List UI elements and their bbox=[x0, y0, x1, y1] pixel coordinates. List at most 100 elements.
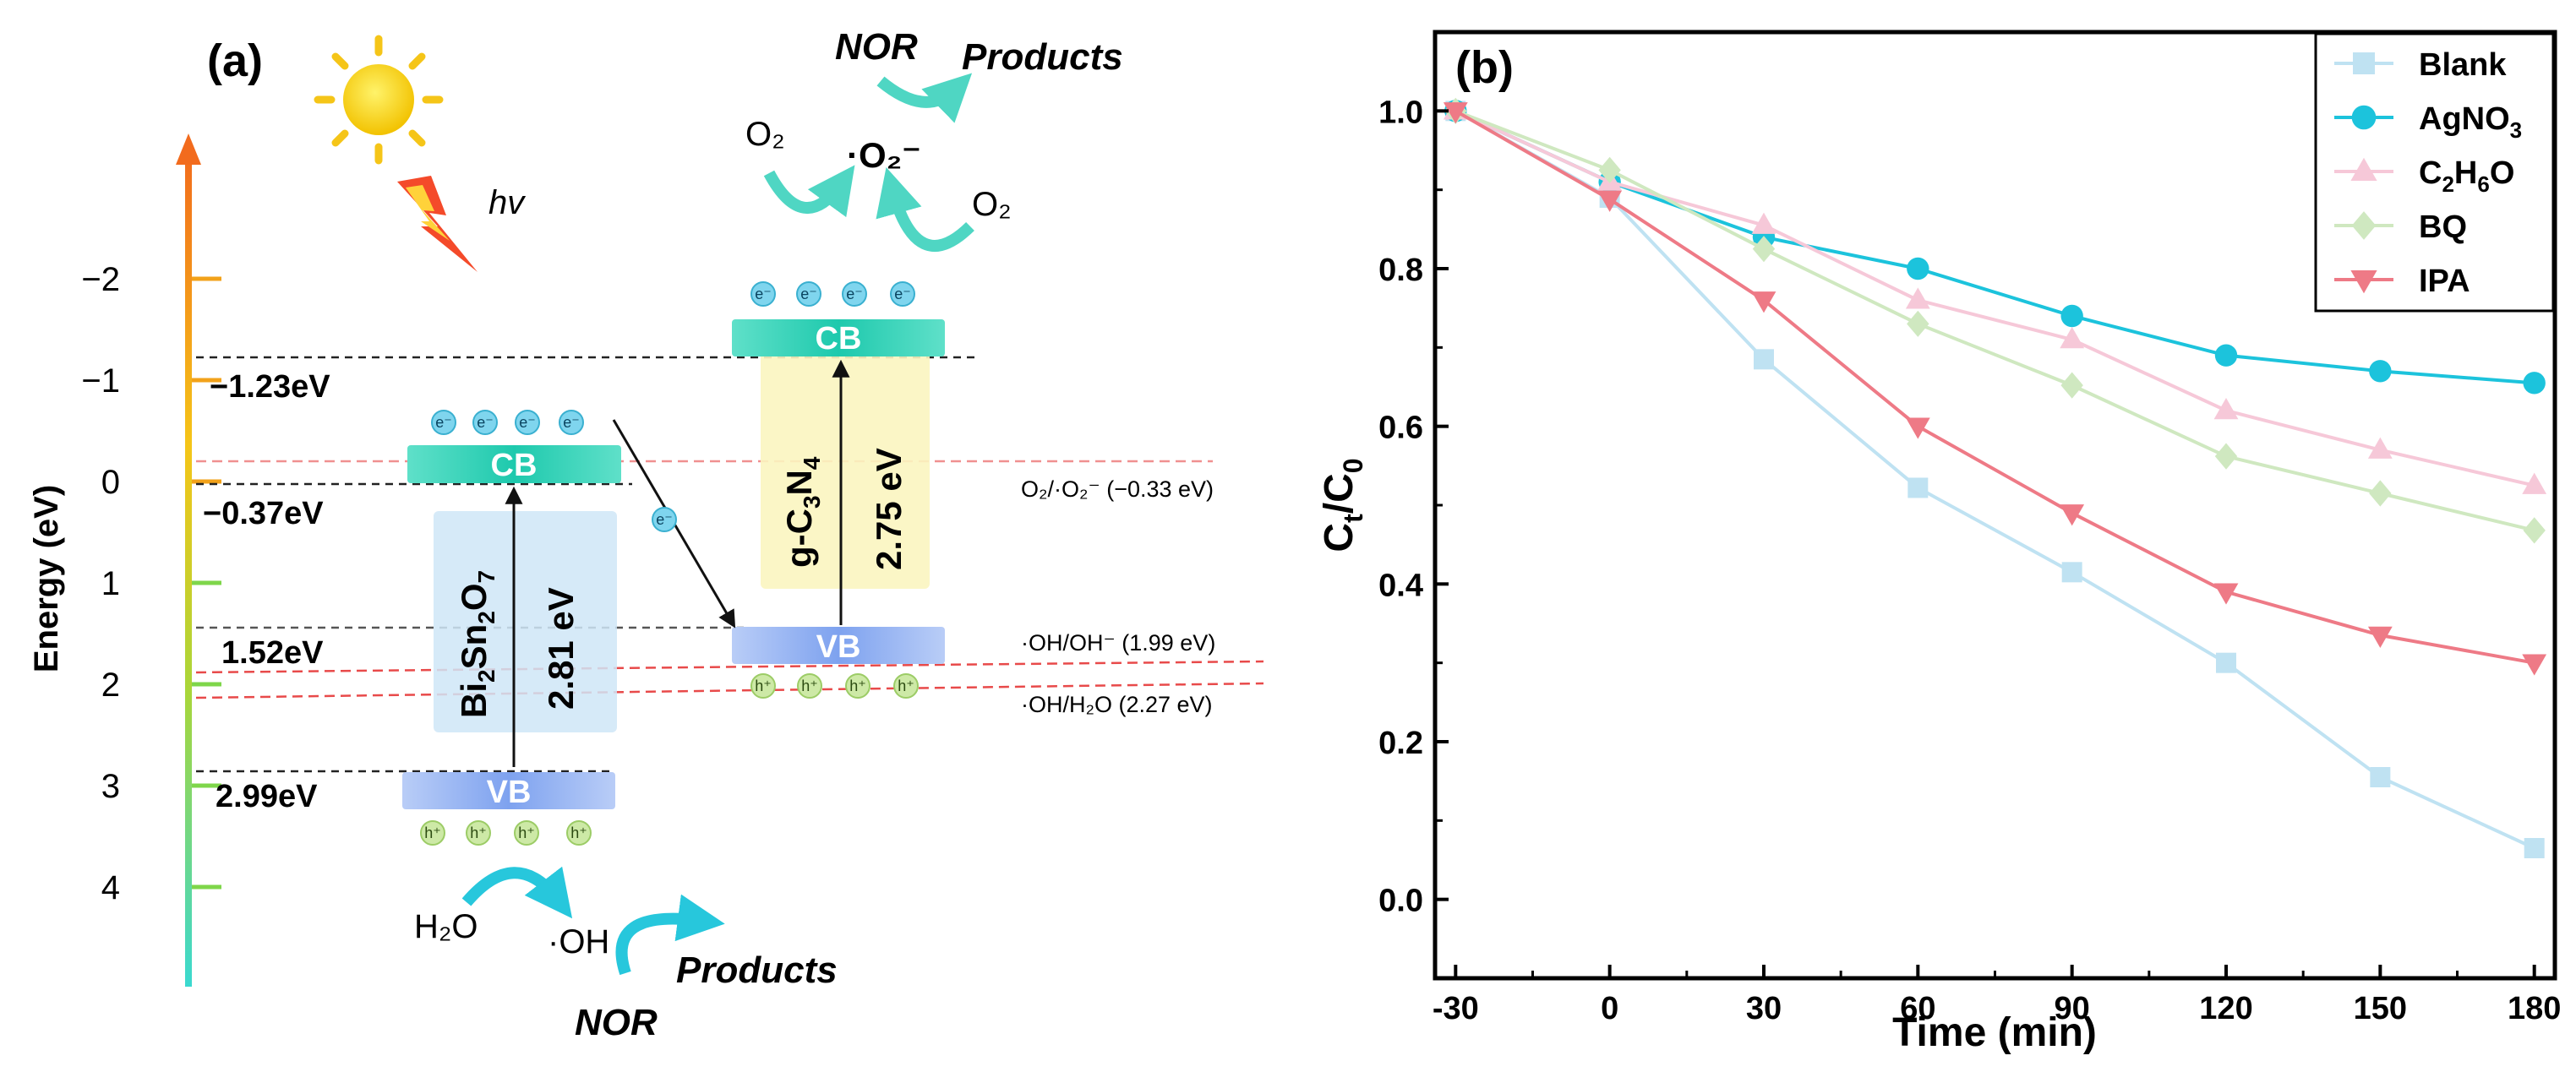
o2-left-label: O₂ bbox=[745, 116, 785, 153]
hole bbox=[420, 820, 445, 846]
o2-right-curved-arrow-icon bbox=[876, 167, 974, 252]
gcn-label-box bbox=[761, 348, 930, 589]
electron-label: e⁻ bbox=[846, 286, 863, 302]
series-line-agno3 bbox=[1454, 109, 2535, 385]
hole bbox=[750, 673, 776, 699]
y-tick-label: 0.4 bbox=[1378, 568, 1423, 603]
data-point-ipa bbox=[1597, 190, 1623, 212]
electron-label: e⁻ bbox=[894, 286, 911, 302]
energy-tick-label: 2 bbox=[101, 667, 120, 704]
gcn-holes: h⁺ h⁺ h⁺ h⁺ bbox=[750, 673, 919, 699]
electron bbox=[559, 410, 584, 435]
data-point-c2h6o bbox=[2060, 327, 2085, 349]
bi-holes: h⁺ h⁺ h⁺ h⁺ bbox=[420, 820, 592, 846]
electron-label: e⁻ bbox=[755, 286, 772, 302]
bottom-products-label: Products bbox=[676, 950, 838, 991]
x-tick-label: 60 bbox=[1900, 991, 1935, 1026]
bi-vb-label: VB bbox=[487, 775, 532, 810]
y-tick-label: 0.2 bbox=[1378, 726, 1423, 761]
energy-tick-label: 0 bbox=[101, 464, 120, 501]
data-point-blank bbox=[2524, 838, 2545, 858]
data-point-blank bbox=[2216, 652, 2237, 673]
top-products-label: Products bbox=[962, 36, 1123, 78]
electron-label: e⁻ bbox=[435, 414, 452, 431]
bi-cb-label: CB bbox=[491, 448, 538, 483]
data-point-bq bbox=[2523, 517, 2546, 544]
data-point-c2h6o bbox=[1751, 212, 1776, 234]
o2-redox-label: O₂/·O₂⁻ (−0.33 eV) bbox=[1021, 476, 1214, 502]
hole bbox=[514, 820, 539, 846]
plot-area bbox=[1443, 97, 2547, 858]
gcn-cb-label: CB bbox=[816, 321, 862, 356]
transfer-electron bbox=[652, 507, 677, 532]
panel-b: (b) 0.0 0.2 0.4 0.6 0.8 1.0 -30 0 30 60 90 120 150 1… bbox=[1317, 30, 2561, 1055]
hole bbox=[893, 673, 919, 699]
gcn-cb-band bbox=[732, 319, 945, 356]
y-tick-label: 0.0 bbox=[1378, 884, 1423, 919]
series-line-bq bbox=[1454, 109, 2535, 532]
data-point-ipa bbox=[1751, 291, 1776, 313]
data-point-bq bbox=[2369, 480, 2392, 507]
lightning-icon bbox=[397, 176, 478, 272]
panel-a-label: (a) bbox=[207, 35, 263, 86]
data-point-ipa bbox=[1905, 417, 1930, 439]
x-tick-label: 150 bbox=[2354, 991, 2407, 1026]
series-bq bbox=[1444, 97, 2546, 544]
electron bbox=[796, 281, 821, 307]
hole-label: h⁺ bbox=[755, 677, 772, 694]
legend-item-bq: BQ bbox=[2334, 210, 2467, 245]
legend-marker bbox=[2351, 211, 2377, 240]
y-tick-label: 1.0 bbox=[1378, 95, 1423, 130]
hole-label: h⁺ bbox=[570, 824, 587, 841]
data-point-blank bbox=[1907, 477, 1929, 498]
series-line-blank bbox=[1454, 109, 2535, 850]
sun-icon bbox=[314, 35, 444, 165]
legend-item-blank: Blank bbox=[2334, 47, 2507, 83]
panel-b-label: (b) bbox=[1455, 42, 1514, 93]
energy-tick-label: −2 bbox=[81, 261, 120, 298]
panel-a: (a) hv −2 −1 0 1 2 3 4 Energy (eV) bbox=[28, 26, 1264, 1043]
energy-axis-title: Energy (eV) bbox=[28, 485, 65, 672]
data-point-bq bbox=[2214, 443, 2238, 470]
bi-vb-band bbox=[402, 772, 615, 809]
electron bbox=[890, 281, 915, 307]
x-tick-label: 90 bbox=[2055, 991, 2090, 1026]
hydroxyl-radical-label: ·OH bbox=[548, 923, 609, 960]
data-point-agno3 bbox=[2214, 344, 2238, 367]
data-point-bq bbox=[1598, 156, 1621, 183]
gcn-vb-level-label: 1.52eV bbox=[221, 635, 324, 671]
y-tick-label: 0.8 bbox=[1378, 253, 1423, 288]
hole-label: h⁺ bbox=[898, 677, 914, 694]
bi-cb-band bbox=[407, 445, 621, 483]
energy-tick-label: 3 bbox=[101, 768, 120, 805]
data-point-c2h6o bbox=[2367, 437, 2393, 459]
hole-label: h⁺ bbox=[470, 824, 487, 841]
oh-h2o-redox-label: ·OH/H₂O (2.27 eV) bbox=[1021, 692, 1213, 717]
energy-axis-arrowhead bbox=[176, 133, 201, 165]
o2-right-label: O₂ bbox=[972, 186, 1012, 223]
h2o-curved-arrow-icon bbox=[461, 866, 573, 919]
legend-marker bbox=[2350, 269, 2377, 294]
legend-item-agno3: AgNO3 bbox=[2334, 101, 2522, 143]
data-point-c2h6o bbox=[2522, 472, 2547, 494]
bottom-nor-label: NOR bbox=[575, 1002, 658, 1043]
legend-item-ipa: IPA bbox=[2334, 264, 2470, 299]
electron bbox=[750, 281, 776, 307]
x-tick-label: 30 bbox=[1746, 991, 1782, 1026]
transfer-electron-label: e⁻ bbox=[656, 511, 673, 528]
legend-label: AgNO3 bbox=[2419, 101, 2522, 143]
legend-item-c2h6o: C2H6O bbox=[2334, 155, 2514, 197]
legend-label: Blank bbox=[2419, 47, 2507, 83]
gcn-cb-level-label: −1.23eV bbox=[210, 369, 330, 405]
energy-tick-label: 4 bbox=[101, 869, 120, 906]
energy-axis-bar bbox=[185, 152, 192, 987]
gcn-vb-band bbox=[732, 627, 945, 664]
legend-marker bbox=[2351, 105, 2377, 130]
oh-oh-redox-line bbox=[195, 660, 1264, 674]
data-point-blank bbox=[1753, 349, 1774, 370]
top-nor-label: NOR bbox=[835, 26, 918, 68]
oh-oh-redox-label: ·OH/OH⁻ (1.99 eV) bbox=[1021, 630, 1215, 656]
data-point-ipa bbox=[1443, 102, 1468, 124]
legend-label: BQ bbox=[2419, 210, 2467, 245]
